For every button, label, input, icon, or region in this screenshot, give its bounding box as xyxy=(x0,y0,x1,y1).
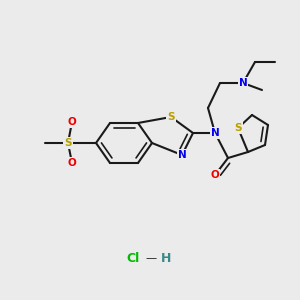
Text: —: — xyxy=(146,253,157,263)
Text: Cl: Cl xyxy=(126,251,140,265)
Text: H: H xyxy=(161,251,171,265)
Text: N: N xyxy=(211,128,219,138)
Text: O: O xyxy=(68,158,76,168)
Text: S: S xyxy=(167,112,175,122)
Text: O: O xyxy=(68,117,76,127)
Text: S: S xyxy=(64,138,72,148)
Text: N: N xyxy=(238,78,247,88)
Text: N: N xyxy=(178,150,186,160)
Text: O: O xyxy=(211,170,219,180)
Text: S: S xyxy=(234,123,242,133)
